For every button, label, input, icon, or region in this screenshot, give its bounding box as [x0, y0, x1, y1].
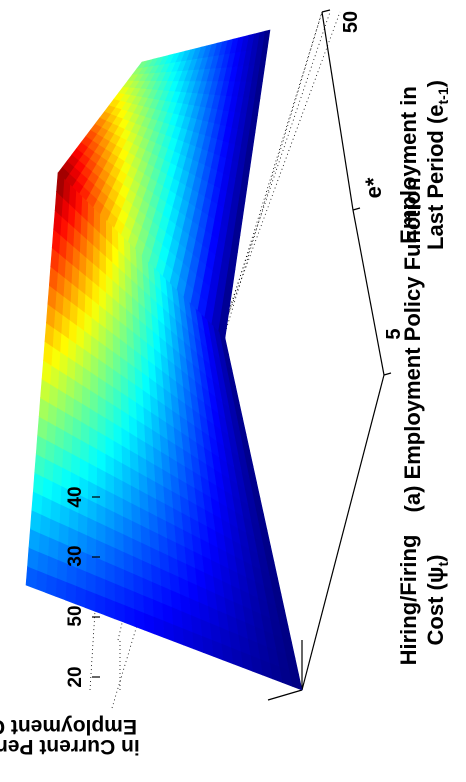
y-axis-line — [267, 689, 303, 701]
surface-patch — [136, 60, 148, 69]
axes-marks — [92, 9, 392, 678]
z-tick-label: 30 — [65, 545, 86, 566]
z-axis-label-line1: Employment Choice — [0, 715, 137, 738]
y-axis-label-line2: Cost (ψt) — [423, 555, 451, 646]
z-tick-label: 40 — [65, 486, 86, 507]
x-tick-mark — [383, 372, 392, 376]
z-tick-label: 20 — [65, 666, 86, 687]
x-axis-line — [301, 374, 385, 691]
z-axis-label-line2: in Current Period (et) — [0, 732, 140, 758]
x-tick-label: 5 — [383, 328, 405, 339]
x-axis-line — [352, 209, 385, 376]
policy-surface — [25, 29, 303, 691]
x-tick-label: 50 — [340, 11, 362, 33]
surface-patch — [56, 172, 65, 199]
x-axis-label-line1: Employment in — [396, 86, 421, 244]
y-axis-label-line1: Hiring/Firing — [396, 535, 421, 666]
x-marker-label: e* — [361, 177, 386, 198]
x-marker-tick — [352, 207, 361, 211]
chart-title: (a) Employment Policy Function — [400, 178, 425, 513]
x-axis-line — [321, 11, 354, 211]
x-axis-label-line2: Last Period (et-1) — [423, 80, 451, 250]
x-tick-mark — [321, 9, 331, 13]
grid-line — [159, 11, 341, 501]
z-tick-label: 50 — [65, 605, 86, 626]
